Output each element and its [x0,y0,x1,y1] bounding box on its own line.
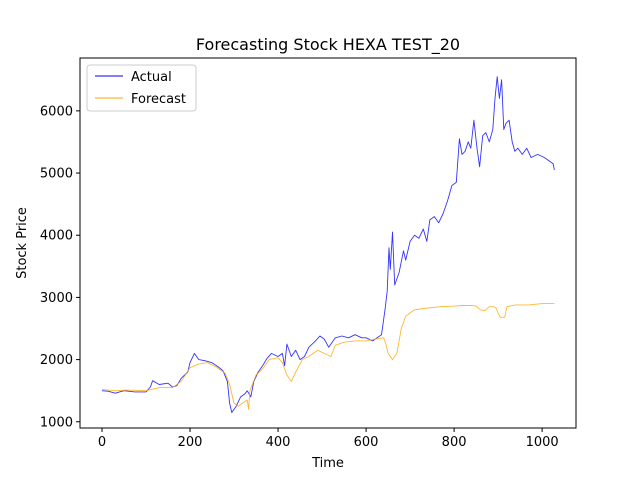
x-tick-label: 1000 [526,435,559,450]
plot-frame [79,57,577,429]
y-axis-ticks: 1000 2000 3000 4000 5000 6000 [40,104,80,430]
y-tick-label: 5000 [40,167,73,182]
y-tick-label: 3000 [40,291,73,306]
x-tick-label: 0 [98,435,106,450]
y-axis-label: Stock Price [15,207,30,279]
y-tick-label: 6000 [40,104,73,119]
x-tick-label: 600 [354,435,379,450]
legend-forecast-label: Forecast [131,92,186,107]
x-tick-label: 200 [178,435,203,450]
x-axis-label: Time [311,456,344,471]
series-layer [101,76,555,413]
y-tick-label: 4000 [40,229,73,244]
y-tick-label: 2000 [40,353,73,368]
x-tick-label: 800 [442,435,467,450]
x-tick-label: 400 [266,435,291,450]
series-line-actual [101,76,555,413]
x-axis-ticks: 0 200 400 600 800 1000 [98,428,559,450]
y-tick-label: 1000 [40,415,73,430]
legend-actual-label: Actual [131,70,172,85]
legend: Actual Forecast [86,64,197,112]
chart-title: Forecasting Stock HEXA TEST_20 [196,35,460,55]
series-line-forecast [101,303,555,410]
